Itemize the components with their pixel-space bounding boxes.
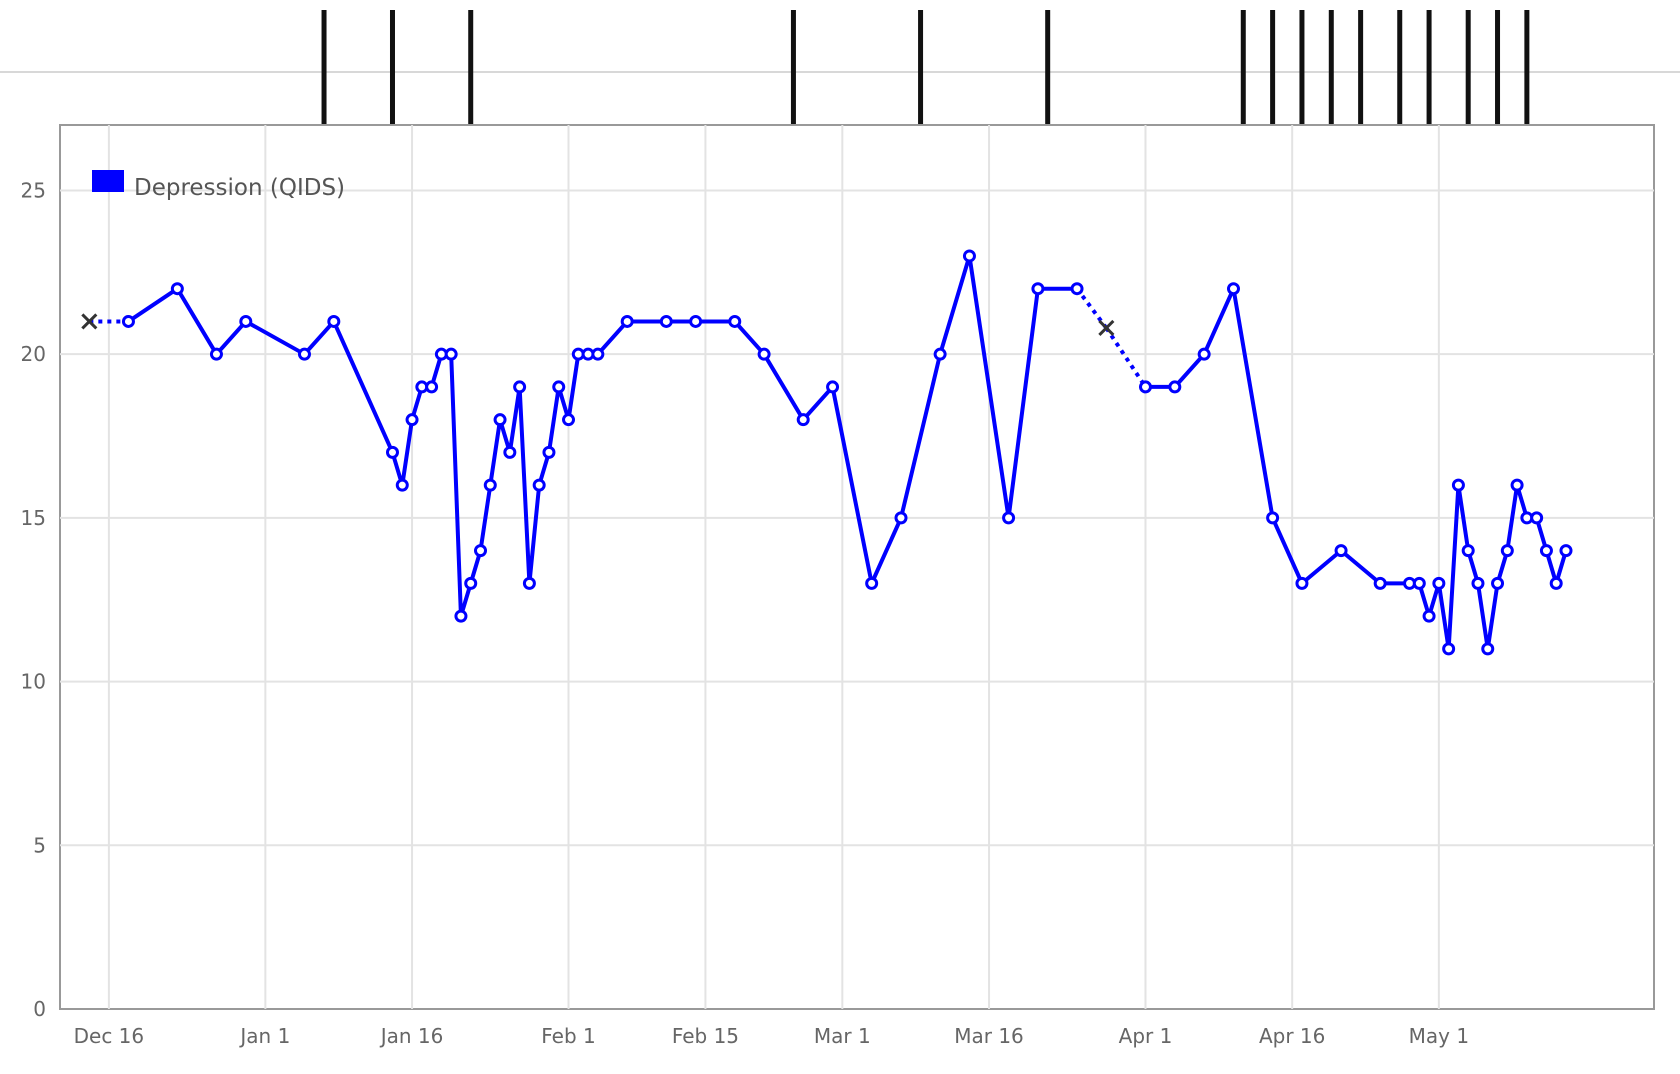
data-point [796, 413, 810, 427]
data-point [395, 478, 409, 492]
data-point [1197, 347, 1211, 361]
data-point [826, 380, 840, 394]
data-point [1138, 380, 1152, 394]
data-point [121, 314, 135, 328]
missing-data-marker [1098, 319, 1115, 337]
data-point [757, 347, 771, 361]
y-tick-label: 15 [21, 506, 46, 530]
data-point [1559, 544, 1573, 558]
data-point [728, 314, 742, 328]
legend-label: Depression (QIDS) [134, 175, 345, 201]
y-tick-label: 5 [33, 833, 46, 857]
data-point [170, 282, 184, 296]
legend-swatch [92, 170, 124, 192]
data-point [532, 478, 546, 492]
data-point [591, 347, 605, 361]
data-point [297, 347, 311, 361]
data-point [1168, 380, 1182, 394]
data-point [552, 380, 566, 394]
series-gap-line [1104, 326, 1148, 389]
data-point [962, 249, 976, 263]
series-depression-qids [81, 249, 1573, 656]
y-tick-label: 10 [21, 670, 46, 694]
data-point [933, 347, 947, 361]
data-point [405, 413, 419, 427]
y-tick-label: 25 [21, 178, 46, 202]
data-point [1500, 544, 1514, 558]
data-point [620, 314, 634, 328]
y-tick-label: 20 [21, 342, 46, 366]
data-point [542, 445, 556, 459]
y-axis-ticks: 0 5 10 15 20 25 [21, 178, 46, 1021]
data-point [1481, 642, 1495, 656]
x-tick-label: Dec 16 [74, 1024, 145, 1048]
x-tick-label: Mar 16 [954, 1024, 1024, 1048]
data-point [483, 478, 497, 492]
data-point [327, 314, 341, 328]
x-tick-label: Feb 1 [541, 1024, 596, 1048]
data-point [503, 445, 517, 459]
x-tick-label: Jan 1 [238, 1024, 290, 1048]
data-point [1373, 576, 1387, 590]
data-point [1002, 511, 1016, 525]
x-tick-label: May 1 [1409, 1024, 1469, 1048]
x-tick-label: Apr 16 [1259, 1024, 1325, 1048]
x-tick-label: Jan 16 [379, 1024, 444, 1048]
missing-data-marker [81, 313, 98, 330]
data-point [1471, 576, 1485, 590]
event-marks [321, 10, 1530, 125]
data-point [522, 576, 536, 590]
data-point [1461, 544, 1475, 558]
data-point [1539, 544, 1553, 558]
data-point [865, 576, 879, 590]
data-point [1549, 576, 1563, 590]
data-point [1491, 576, 1505, 590]
data-point [1031, 282, 1045, 296]
data-point [1412, 576, 1426, 590]
data-point [689, 314, 703, 328]
data-point [1432, 576, 1446, 590]
data-point [1451, 478, 1465, 492]
data-point [562, 413, 576, 427]
data-point [425, 380, 439, 394]
x-tick-label: Apr 1 [1119, 1024, 1173, 1048]
data-point [239, 314, 253, 328]
plot-area [59, 124, 1655, 1010]
data-point [1226, 282, 1240, 296]
data-point [659, 314, 673, 328]
x-tick-label: Mar 1 [814, 1024, 871, 1048]
data-point [454, 609, 468, 623]
grid [60, 125, 1654, 1009]
data-point [444, 347, 458, 361]
data-point [1530, 511, 1544, 525]
data-point [209, 347, 223, 361]
data-point [1070, 282, 1084, 296]
data-point [493, 413, 507, 427]
data-point [385, 445, 399, 459]
data-point [1334, 544, 1348, 558]
x-axis-ticks: Dec 16 Jan 1 Jan 16 Feb 1 Feb 15 Mar 1 Mar 16 A… [74, 1024, 1469, 1048]
data-point [894, 511, 908, 525]
data-point [474, 544, 488, 558]
data-point [464, 576, 478, 590]
data-point [1510, 478, 1524, 492]
legend: Depression (QIDS) [92, 170, 345, 201]
data-point [1295, 576, 1309, 590]
data-point [1422, 609, 1436, 623]
x-tick-label: Feb 15 [672, 1024, 739, 1048]
data-point [1266, 511, 1280, 525]
y-tick-label: 0 [33, 997, 46, 1021]
data-point [513, 380, 527, 394]
data-point [1442, 642, 1456, 656]
